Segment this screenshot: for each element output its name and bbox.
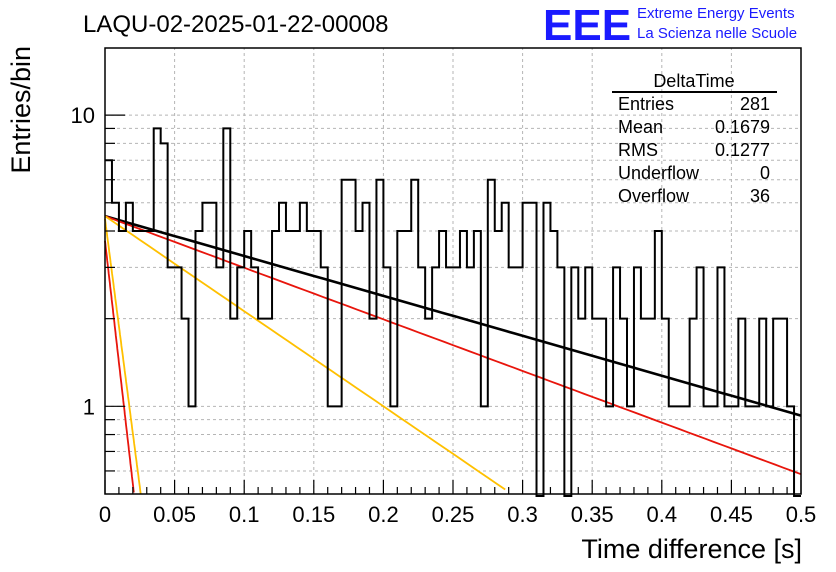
y-tick-label: 1 — [83, 394, 95, 419]
stats-value: 0.1277 — [715, 140, 770, 160]
histogram-line — [105, 127, 801, 497]
fit-curve — [104, 214, 802, 417]
stats-value: 0.1679 — [715, 117, 770, 137]
eee-logo-mark: EEE — [543, 1, 631, 50]
logo-line-2: La Scienza nelle Scuole — [637, 25, 797, 42]
x-tick-label: 0.3 — [507, 502, 538, 527]
stats-box: DeltaTime Entries 281 Mean 0.1679 RMS 0.1277 U… — [612, 71, 777, 206]
x-tick-label: 0 — [99, 502, 111, 527]
stats-label: Mean — [618, 117, 663, 137]
stats-label: Underflow — [618, 163, 700, 183]
x-tick-label: 0.05 — [153, 502, 196, 527]
axis-ticks: 0 0.05 0.1 0.15 0.2 0.25 0.3 0.35 0.4 0.45 0.5 1 10 — [71, 103, 817, 527]
stats-label: RMS — [618, 140, 658, 160]
x-tick-label: 0.5 — [786, 502, 817, 527]
stats-value: 36 — [750, 186, 770, 206]
stats-value: 281 — [740, 94, 770, 114]
fit-curve — [104, 218, 142, 495]
stats-title: DeltaTime — [653, 71, 734, 91]
x-tick-label: 0.1 — [229, 502, 260, 527]
fit-curve — [104, 215, 506, 491]
x-tick-label: 0.35 — [571, 502, 614, 527]
chart-title: LAQU-02-2025-01-22-00008 — [83, 11, 389, 38]
stats-label: Overflow — [618, 186, 690, 206]
y-axis-label: Entries/bin — [6, 46, 36, 174]
stats-label: Entries — [618, 94, 674, 114]
fit-curves — [104, 214, 802, 495]
y-tick-label: 10 — [71, 103, 95, 128]
x-tick-label: 0.2 — [368, 502, 399, 527]
fit-curve — [104, 240, 135, 493]
stats-value: 0 — [760, 163, 770, 183]
x-tick-label: 0.4 — [647, 502, 678, 527]
x-tick-label: 0.25 — [432, 502, 475, 527]
logo-line-1: Extreme Energy Events — [637, 5, 795, 22]
x-axis-label: Time difference [s] — [581, 534, 802, 564]
fit-curve — [104, 215, 802, 476]
x-tick-label: 0.45 — [710, 502, 753, 527]
x-tick-label: 0.15 — [292, 502, 335, 527]
